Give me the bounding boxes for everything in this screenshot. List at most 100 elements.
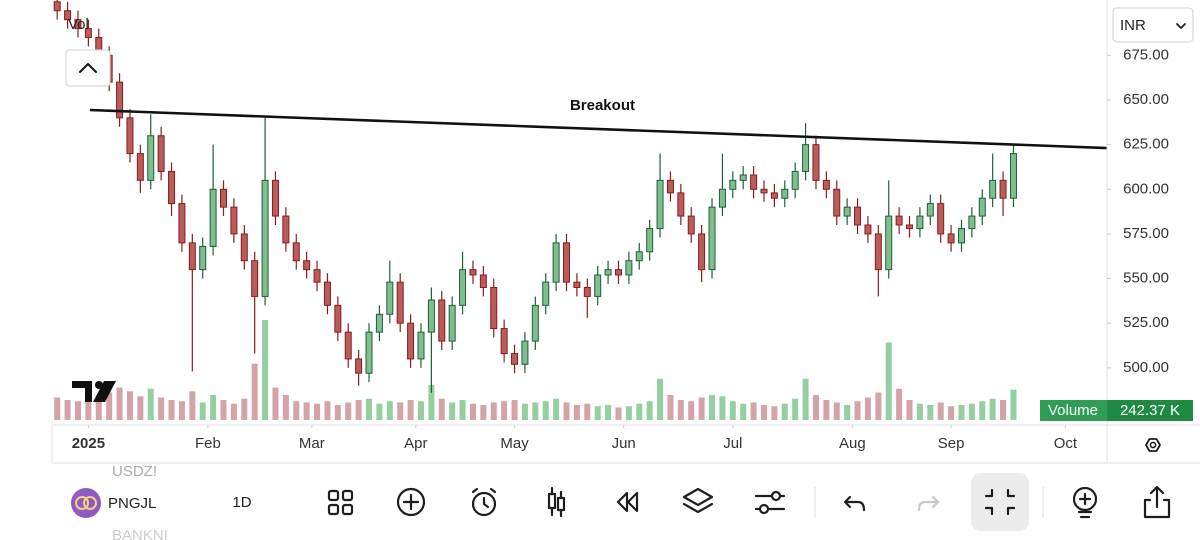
currency-select[interactable]: INR [1112, 7, 1194, 43]
volume-bar [833, 402, 840, 420]
candle-body [459, 269, 467, 306]
settings-button[interactable] [1145, 438, 1161, 452]
volume-bar [189, 391, 196, 420]
candle-body [427, 299, 435, 333]
x-tick-label: Jul [723, 435, 742, 452]
button-frame[interactable] [65, 49, 111, 87]
indicator-icon[interactable] [1072, 486, 1098, 519]
symbol-logo-ring[interactable] [75, 496, 89, 510]
volume-bar [116, 387, 123, 420]
candle-body [791, 170, 799, 190]
volume-bar [459, 400, 466, 420]
candle-body [74, 19, 82, 30]
candle-body [906, 224, 914, 230]
icon-part[interactable] [471, 491, 497, 517]
icon-part[interactable] [402, 493, 420, 511]
volume-legend-text: Volume [1048, 402, 1098, 419]
volume-bar [698, 397, 705, 420]
candle-body [168, 170, 176, 205]
candle-body [407, 322, 415, 360]
candle-body [126, 117, 134, 155]
currency-label[interactable]: INR [1120, 17, 1146, 34]
icon-part[interactable] [1143, 485, 1171, 519]
candle-body [365, 331, 373, 374]
icon-part[interactable] [341, 503, 354, 516]
candle-body [937, 203, 945, 235]
chevron-up[interactable] [78, 62, 98, 74]
volume-bar [688, 401, 695, 420]
volume-bar [781, 403, 788, 420]
candle-body [802, 144, 810, 172]
layout-icon[interactable] [327, 489, 354, 516]
volume-bar [397, 402, 404, 420]
volume-bar [885, 342, 892, 420]
interval-button[interactable]: 1D [232, 494, 251, 511]
add-icon[interactable] [396, 487, 426, 517]
replay-icon[interactable] [616, 491, 639, 513]
share-icon[interactable] [1143, 485, 1171, 519]
icon-part[interactable] [616, 491, 639, 513]
volume-bar [334, 405, 341, 420]
volume-bar [241, 398, 248, 420]
candle-body [677, 192, 685, 217]
undo-icon[interactable] [843, 495, 866, 512]
settings-sliders-icon[interactable] [754, 490, 786, 515]
hexagon-dot[interactable] [1149, 441, 1157, 449]
candle-body [188, 242, 196, 271]
volume-bar [864, 397, 871, 420]
candle-body [926, 203, 934, 217]
symbol-logo-ring[interactable] [83, 496, 97, 510]
volume-bar [1000, 400, 1007, 420]
candle-body [604, 269, 612, 276]
button-bg[interactable] [971, 473, 1029, 531]
icon-part[interactable] [550, 486, 563, 518]
y-tick-label: 625.00 [1123, 136, 1169, 153]
volume-bar [968, 403, 975, 420]
dropdown-caret[interactable] [1176, 23, 1186, 29]
alert-icon[interactable] [471, 487, 497, 517]
tradingview-logo [72, 381, 116, 402]
x-tick-label: Apr [404, 435, 427, 452]
icon-part[interactable] [471, 487, 497, 509]
trendline-label: Breakout [570, 97, 635, 114]
candle-body [53, 1, 61, 12]
volume-bar [605, 405, 612, 420]
symbol-logo[interactable] [71, 488, 101, 518]
volume-bar [854, 401, 861, 420]
select-frame[interactable] [1112, 7, 1194, 43]
candle-body [251, 260, 259, 297]
collapse-volume-button[interactable] [65, 49, 111, 87]
candle-body [666, 179, 674, 194]
y-tick-label: 650.00 [1123, 91, 1169, 108]
chart-type-icon[interactable] [547, 486, 566, 518]
y-tick-label: 525.00 [1123, 314, 1169, 331]
redo-icon[interactable] [917, 495, 940, 512]
volume-bar [615, 407, 622, 420]
icon-part[interactable] [1077, 492, 1093, 519]
symbol-button[interactable]: PNGJL [71, 488, 156, 518]
icon-part[interactable] [341, 489, 354, 502]
hexagon-icon[interactable] [1145, 438, 1161, 452]
candle-body [386, 281, 394, 315]
candle-body [750, 174, 758, 190]
icon-part[interactable] [327, 503, 340, 516]
icon-part[interactable] [770, 490, 782, 502]
fullscreen-button[interactable] [971, 473, 1029, 531]
x-tick-label: Mar [299, 435, 325, 452]
trendline [89, 108, 1107, 150]
volume-bar [366, 398, 373, 420]
icon-part[interactable] [758, 503, 770, 515]
icon-part[interactable] [1072, 486, 1098, 512]
collapse-icon[interactable] [984, 488, 1016, 516]
icon-part[interactable] [327, 489, 340, 502]
candle-body [552, 242, 560, 283]
layers-icon[interactable] [682, 487, 714, 514]
volume-bar [355, 400, 362, 420]
symbol-name[interactable]: PNGJL [108, 495, 156, 512]
volume-bar [386, 401, 393, 420]
volume-bar [948, 406, 955, 420]
candle-body [843, 206, 851, 217]
icon-part[interactable] [396, 487, 426, 517]
icon-part[interactable] [682, 487, 714, 514]
